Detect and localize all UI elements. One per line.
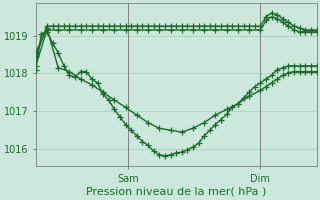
X-axis label: Pression niveau de la mer( hPa ): Pression niveau de la mer( hPa ) — [86, 187, 266, 197]
